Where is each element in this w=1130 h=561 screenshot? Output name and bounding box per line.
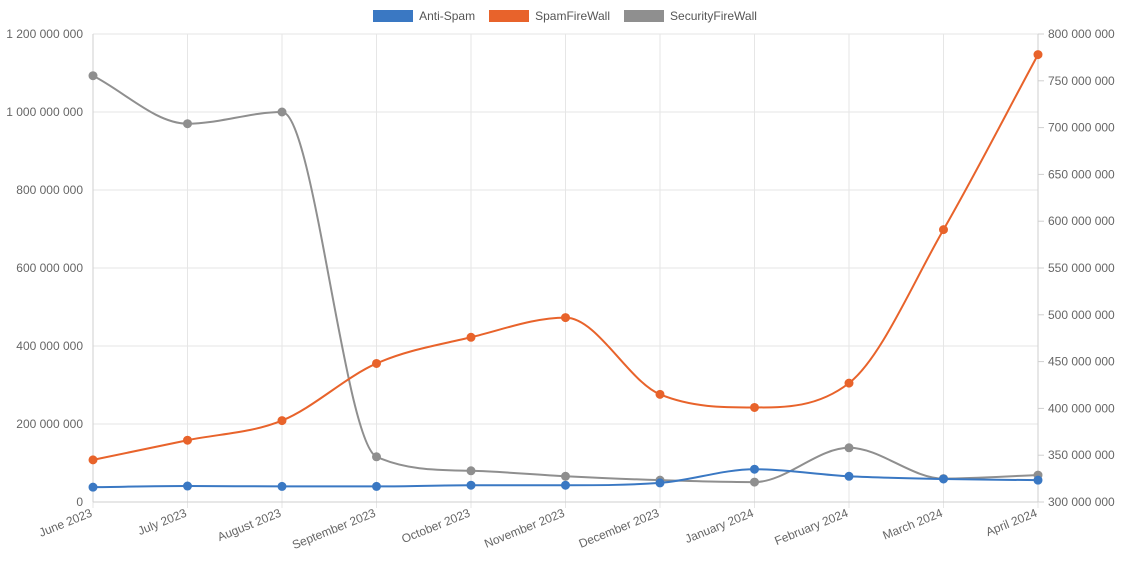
legend-item-spamfirewall[interactable]: SpamFireWall: [489, 9, 610, 23]
data-point-securityfirewall: [372, 452, 381, 462]
data-point-spamfirewall: [372, 358, 381, 368]
legend-label-spamfirewall: SpamFireWall: [535, 9, 611, 23]
data-point-spamfirewall: [844, 378, 854, 388]
data-point-anti-spam: [939, 474, 948, 484]
x-tick-label: February 2024: [773, 506, 851, 548]
data-point-anti-spam: [88, 482, 98, 492]
x-tick-label: January 2024: [683, 506, 756, 546]
y-right-tick-label: 400 000 000: [1048, 401, 1115, 415]
legend-item-securityfirewall[interactable]: SecurityFireWall: [624, 9, 757, 23]
x-tick-label: July 2023: [136, 506, 189, 538]
x-tick-label: August 2023: [215, 506, 283, 544]
data-point-anti-spam: [466, 480, 476, 490]
data-point-anti-spam: [844, 471, 854, 481]
data-point-spamfirewall: [561, 313, 570, 323]
legend-label-anti-spam: Anti-Spam: [419, 9, 476, 23]
series-line-securityfirewall: [92, 74, 1039, 484]
y-left-tick-label: 200 000 000: [16, 417, 83, 431]
data-point-securityfirewall: [750, 477, 759, 487]
data-point-securityfirewall: [277, 107, 287, 117]
data-point-anti-spam: [750, 464, 759, 474]
data-point-securityfirewall: [466, 466, 476, 476]
data-point-spamfirewall: [466, 332, 476, 342]
x-tick-label: December 2023: [577, 506, 662, 551]
y-right-tick-label: 300 000 000: [1048, 495, 1115, 509]
y-right-tick-label: 650 000 000: [1048, 167, 1115, 181]
y-right-tick-label: 550 000 000: [1048, 261, 1115, 275]
series-line-spamfirewall: [92, 54, 1039, 461]
data-point-spamfirewall: [88, 455, 98, 465]
y-right-tick-label: 600 000 000: [1048, 214, 1115, 228]
legend-swatch-spamfirewall: [489, 10, 530, 22]
y-right-tick-label: 800 000 000: [1048, 27, 1115, 41]
data-point-securityfirewall: [561, 471, 570, 481]
x-tick-label: June 2023: [37, 506, 95, 540]
data-point-anti-spam: [655, 478, 665, 488]
data-point-anti-spam: [277, 481, 287, 491]
data-point-anti-spam: [183, 481, 192, 491]
chart-legend: Anti-Spam SpamFireWall SecurityFireWall: [0, 9, 1130, 23]
x-tick-label: April 2024: [984, 506, 1040, 539]
y-right-tick-label: 450 000 000: [1048, 355, 1115, 369]
y-right-tick-label: 350 000 000: [1048, 448, 1115, 462]
x-tick-label: March 2024: [881, 506, 945, 543]
y-left-tick-label: 800 000 000: [16, 183, 83, 197]
x-tick-label: November 2023: [482, 506, 567, 551]
data-point-spamfirewall: [939, 225, 948, 235]
data-point-anti-spam: [1033, 475, 1043, 485]
data-point-securityfirewall: [844, 443, 854, 453]
x-tick-label: September 2023: [290, 506, 378, 552]
y-left-tick-label: 0: [76, 495, 83, 509]
y-right-tick-label: 500 000 000: [1048, 308, 1115, 322]
data-point-securityfirewall: [183, 119, 192, 129]
data-point-anti-spam: [372, 481, 381, 491]
data-point-spamfirewall: [183, 435, 192, 445]
data-point-spamfirewall: [655, 389, 665, 399]
data-point-spamfirewall: [750, 402, 759, 412]
y-left-tick-label: 1 000 000 000: [6, 105, 83, 119]
legend-item-anti-spam[interactable]: Anti-Spam: [373, 9, 475, 23]
data-point-spamfirewall: [1033, 50, 1043, 60]
data-point-securityfirewall: [88, 71, 98, 81]
x-tick-label: October 2023: [399, 506, 472, 546]
data-point-spamfirewall: [277, 416, 287, 426]
y-left-tick-label: 400 000 000: [16, 339, 83, 353]
data-point-anti-spam: [561, 480, 570, 490]
y-right-tick-label: 750 000 000: [1048, 74, 1115, 88]
y-left-tick-label: 600 000 000: [16, 261, 83, 275]
legend-label-securityfirewall: SecurityFireWall: [670, 9, 757, 23]
legend-swatch-securityfirewall: [624, 10, 665, 22]
legend-swatch-anti-spam: [373, 10, 414, 22]
y-left-tick-label: 1 200 000 000: [6, 27, 83, 41]
y-right-tick-label: 700 000 000: [1048, 121, 1115, 135]
